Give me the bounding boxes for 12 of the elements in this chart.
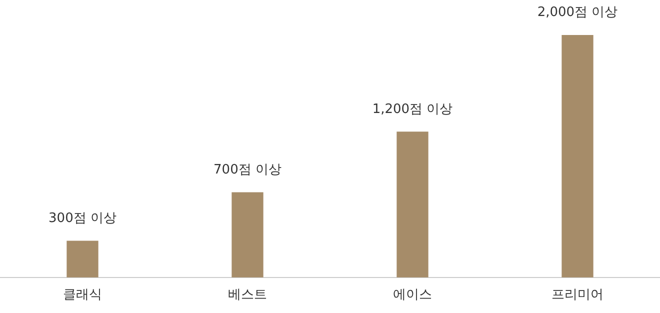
x-tick-label: 베스트: [228, 288, 267, 303]
x-tick-label: 프리미어: [552, 288, 604, 303]
bar: [66, 240, 98, 278]
x-tick-label: 클래식: [63, 288, 102, 303]
bar: [232, 192, 264, 278]
data-label: 700점 이상: [214, 162, 282, 178]
bar: [562, 35, 594, 278]
x-tick-label: 에이스: [393, 288, 432, 303]
data-label: 2,000점 이상: [537, 4, 618, 20]
data-label: 300점 이상: [48, 210, 116, 226]
bar: [396, 132, 428, 278]
data-label: 1,200점 이상: [372, 102, 453, 117]
